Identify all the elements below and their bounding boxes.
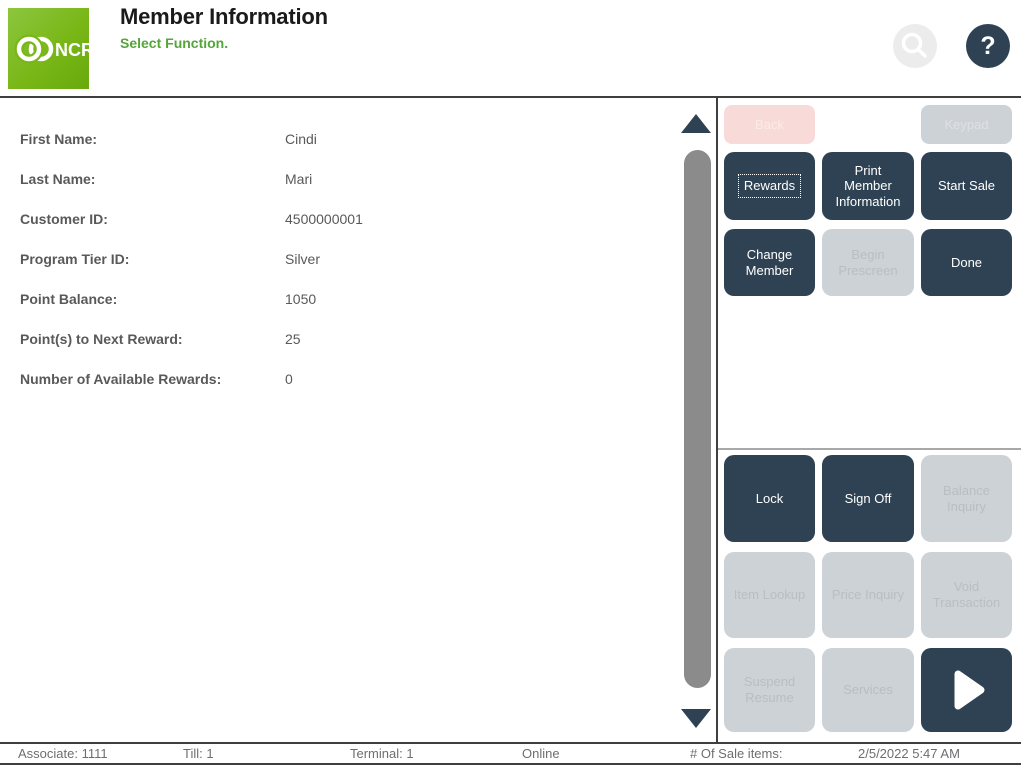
field-label: Program Tier ID: [20, 251, 130, 267]
scroll-down-button[interactable] [681, 709, 711, 728]
field-row-first-name: First Name: Cindi [20, 119, 660, 159]
function-panel-divider [718, 448, 1021, 450]
ncr-logo: NCR [8, 8, 89, 89]
services-button[interactable]: Services [822, 648, 914, 732]
field-row-last-name: Last Name: Mari [20, 159, 660, 199]
panel-divider [716, 98, 718, 742]
page-subtitle: Select Function. [120, 35, 229, 51]
suspend-resume-button[interactable]: Suspend Resume [724, 648, 815, 732]
search-icon [901, 32, 927, 58]
header-divider [0, 96, 1021, 98]
field-row-program-tier-id: Program Tier ID: Silver [20, 239, 660, 279]
void-transaction-button[interactable]: Void Transaction [921, 552, 1012, 638]
question-mark-icon: ? [980, 31, 996, 60]
status-till: Till: 1 [183, 746, 214, 761]
field-label: Customer ID: [20, 211, 108, 227]
field-value: Mari [285, 171, 313, 187]
ncr-logo-mark: NCR [14, 34, 89, 64]
field-label: Last Name: [20, 171, 96, 187]
page-title: Member Information [120, 4, 328, 29]
scrollbar-thumb[interactable] [684, 150, 711, 688]
status-connection: Online [522, 746, 560, 761]
rewards-button[interactable]: Rewards [724, 152, 815, 220]
item-lookup-button[interactable]: Item Lookup [724, 552, 815, 638]
field-row-point-balance: Point Balance: 1050 [20, 279, 660, 319]
start-sale-button[interactable]: Start Sale [921, 152, 1012, 220]
print-member-information-button[interactable]: Print Member Information [822, 152, 914, 220]
status-terminal: Terminal: 1 [350, 746, 414, 761]
field-label: Number of Available Rewards: [20, 371, 222, 387]
scroll-up-button[interactable] [681, 114, 711, 133]
status-bar: Associate: 1111 Till: 1 Terminal: 1 Onli… [0, 742, 1021, 765]
done-button[interactable]: Done [921, 229, 1012, 296]
rewards-button-label: Rewards [737, 174, 802, 198]
search-button[interactable] [893, 24, 937, 68]
next-page-button[interactable] [921, 648, 1012, 732]
field-label: First Name: [20, 131, 98, 147]
field-value: 4500000001 [285, 211, 363, 227]
field-row-customer-id: Customer ID: 4500000001 [20, 199, 660, 239]
status-sale-items: # Of Sale items: [690, 746, 783, 761]
field-label: Point Balance: [20, 291, 118, 307]
lock-button[interactable]: Lock [724, 455, 815, 542]
arrow-right-icon [954, 670, 984, 710]
field-value: 0 [285, 371, 293, 387]
status-datetime: 2/5/2022 5:47 AM [858, 746, 960, 761]
header: NCR Member Information Select Function. … [0, 0, 1021, 97]
status-associate: Associate: 1111 [18, 746, 108, 761]
help-button[interactable]: ? [966, 24, 1010, 68]
svg-text:NCR: NCR [55, 40, 89, 60]
field-row-available-rewards: Number of Available Rewards: 0 [20, 359, 660, 399]
member-info-panel: First Name: Cindi Last Name: Mari Custom… [20, 119, 660, 399]
field-value: Silver [285, 251, 321, 267]
title-block: Member Information Select Function. [120, 4, 328, 51]
field-value: Cindi [285, 131, 317, 147]
back-button[interactable]: Back [724, 105, 815, 144]
field-row-points-to-next-reward: Point(s) to Next Reward: 25 [20, 319, 660, 359]
field-label: Point(s) to Next Reward: [20, 331, 183, 347]
change-member-button[interactable]: Change Member [724, 229, 815, 296]
balance-inquiry-button[interactable]: Balance Inquiry [921, 455, 1012, 542]
keypad-button[interactable]: Keypad [921, 105, 1012, 144]
field-value: 1050 [285, 291, 317, 307]
sign-off-button[interactable]: Sign Off [822, 455, 914, 542]
price-inquiry-button[interactable]: Price Inquiry [822, 552, 914, 638]
begin-prescreen-button[interactable]: Begin Prescreen [822, 229, 914, 296]
field-value: 25 [285, 331, 301, 347]
